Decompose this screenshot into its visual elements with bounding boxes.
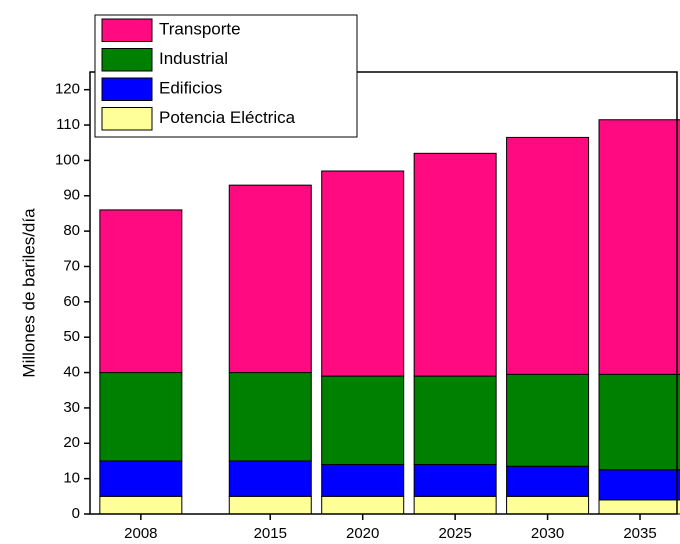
- legend-label: Industrial: [159, 49, 228, 68]
- y-tick-label: 40: [63, 364, 80, 381]
- x-tick-label: 2015: [254, 525, 287, 542]
- bar-segment: [413, 495, 497, 515]
- bar-segment: [321, 495, 405, 515]
- legend-label: Edificios: [159, 79, 222, 98]
- bar-segment: [228, 460, 312, 497]
- bar-segment: [228, 184, 312, 374]
- y-tick-label: 70: [63, 257, 80, 274]
- plot-frame: [89, 71, 678, 515]
- x-tick-label: 2035: [623, 525, 656, 542]
- legend-swatch: [101, 18, 153, 42]
- bar-segment: [228, 372, 312, 462]
- bar-segment: [99, 209, 183, 374]
- bar-segment: [228, 495, 312, 515]
- y-tick-label: 10: [63, 470, 80, 487]
- bar-segment: [598, 469, 680, 501]
- y-tick-label: 80: [63, 222, 80, 239]
- y-tick-label: 60: [63, 293, 80, 310]
- bar-segment: [598, 119, 680, 375]
- y-tick-label: 90: [63, 187, 80, 204]
- y-tick-label: 0: [72, 505, 80, 522]
- x-tick-label: 2020: [346, 525, 379, 542]
- bar-segment: [506, 465, 590, 497]
- legend-label: Potencia Eléctrica: [159, 108, 296, 127]
- x-tick-label: 2030: [531, 525, 564, 542]
- bar-segment: [506, 495, 590, 515]
- legend: Transporte Industrial Edificios Potencia El…: [94, 14, 358, 138]
- legend-label: Transporte: [159, 20, 241, 39]
- bar-segment: [506, 136, 590, 375]
- legend-swatch: [101, 48, 153, 72]
- y-tick-label: 50: [63, 328, 80, 345]
- bar-segment: [598, 499, 680, 515]
- bar-segment: [321, 170, 405, 377]
- x-tick-label: 2008: [124, 525, 157, 542]
- x-tick-label: 2025: [438, 525, 471, 542]
- bar-segment: [99, 372, 183, 462]
- bar-segment: [413, 152, 497, 377]
- y-axis-label: Millones de bariles/día: [19, 208, 38, 378]
- legend-swatch: [101, 77, 153, 101]
- y-tick-label: 110: [56, 116, 80, 133]
- y-tick-label: 100: [55, 151, 80, 168]
- bar-segment: [506, 373, 590, 467]
- bar-segment: [99, 495, 183, 515]
- bar-segment: [99, 460, 183, 497]
- y-tick-label: 20: [63, 434, 80, 451]
- bar-segment: [413, 463, 497, 497]
- bar-segment: [321, 463, 405, 497]
- bar-segment: [598, 373, 680, 471]
- y-tick-label: 120: [55, 81, 80, 98]
- y-tick-label: 30: [63, 399, 80, 416]
- bar-segment: [321, 375, 405, 465]
- bar-segment: [413, 375, 497, 465]
- legend-swatch: [101, 107, 153, 131]
